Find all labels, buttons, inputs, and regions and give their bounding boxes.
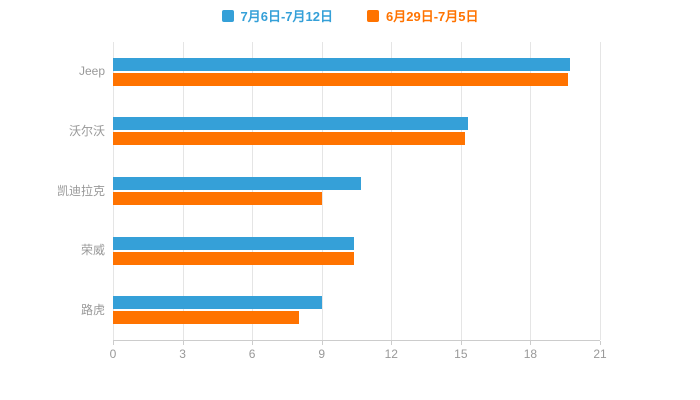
x-tick-label: 21 bbox=[593, 347, 607, 361]
tick-mark bbox=[321, 341, 323, 345]
category-label: Jeep bbox=[78, 64, 105, 79]
x-tick-label: 0 bbox=[109, 347, 117, 361]
gridline bbox=[600, 42, 601, 340]
bar bbox=[113, 311, 299, 325]
x-tick-label: 6 bbox=[248, 347, 256, 361]
bar bbox=[113, 57, 570, 71]
category-label: 沃尔沃 bbox=[68, 123, 105, 138]
x-axis-line bbox=[113, 340, 600, 341]
tick-mark bbox=[391, 341, 393, 345]
legend-item[interactable]: 6月29日-7月5日 bbox=[367, 6, 478, 25]
bar bbox=[113, 72, 568, 86]
tick-mark bbox=[600, 341, 601, 345]
legend-item[interactable]: 7月6日-7月12日 bbox=[221, 6, 333, 25]
gridline bbox=[182, 42, 184, 340]
tick-mark bbox=[182, 341, 184, 345]
category-label: 路虎 bbox=[80, 302, 105, 317]
x-tick-label: 18 bbox=[523, 347, 538, 361]
gridline bbox=[321, 42, 323, 340]
chart-legend: 7月6日-7月12日 6月29日-7月5日 bbox=[0, 6, 700, 25]
tick-mark bbox=[113, 341, 114, 345]
gridline bbox=[252, 42, 254, 340]
bar bbox=[113, 251, 355, 265]
gridline bbox=[460, 42, 462, 340]
category-label: 荣威 bbox=[80, 243, 105, 258]
x-tick-label: 15 bbox=[454, 347, 468, 361]
x-tick-label: 3 bbox=[179, 347, 186, 361]
tick-mark bbox=[530, 341, 532, 345]
tick-mark bbox=[252, 341, 254, 345]
bar bbox=[113, 177, 362, 190]
legend-label: 7月6日-7月12日 bbox=[240, 9, 333, 24]
tick-mark bbox=[460, 341, 462, 345]
bar bbox=[113, 192, 322, 205]
gridline bbox=[391, 42, 393, 340]
gridline bbox=[530, 42, 532, 340]
plot-area: 0 3 6 9 12 15 18 21 Jeep 沃尔沃凯迪拉克荣威路虎 bbox=[57, 42, 607, 361]
legend-label: 6月29日-7月5日 bbox=[386, 9, 479, 24]
legend-swatch bbox=[221, 9, 234, 22]
legend-swatch bbox=[367, 9, 379, 22]
gridline bbox=[113, 42, 114, 340]
bar bbox=[113, 132, 466, 146]
bar bbox=[113, 236, 355, 250]
bar bbox=[113, 296, 322, 310]
category-label: 凯迪拉克 bbox=[56, 183, 105, 198]
bar bbox=[113, 117, 468, 131]
x-tick-label: 12 bbox=[384, 347, 398, 361]
x-tick-label: 9 bbox=[318, 347, 326, 361]
